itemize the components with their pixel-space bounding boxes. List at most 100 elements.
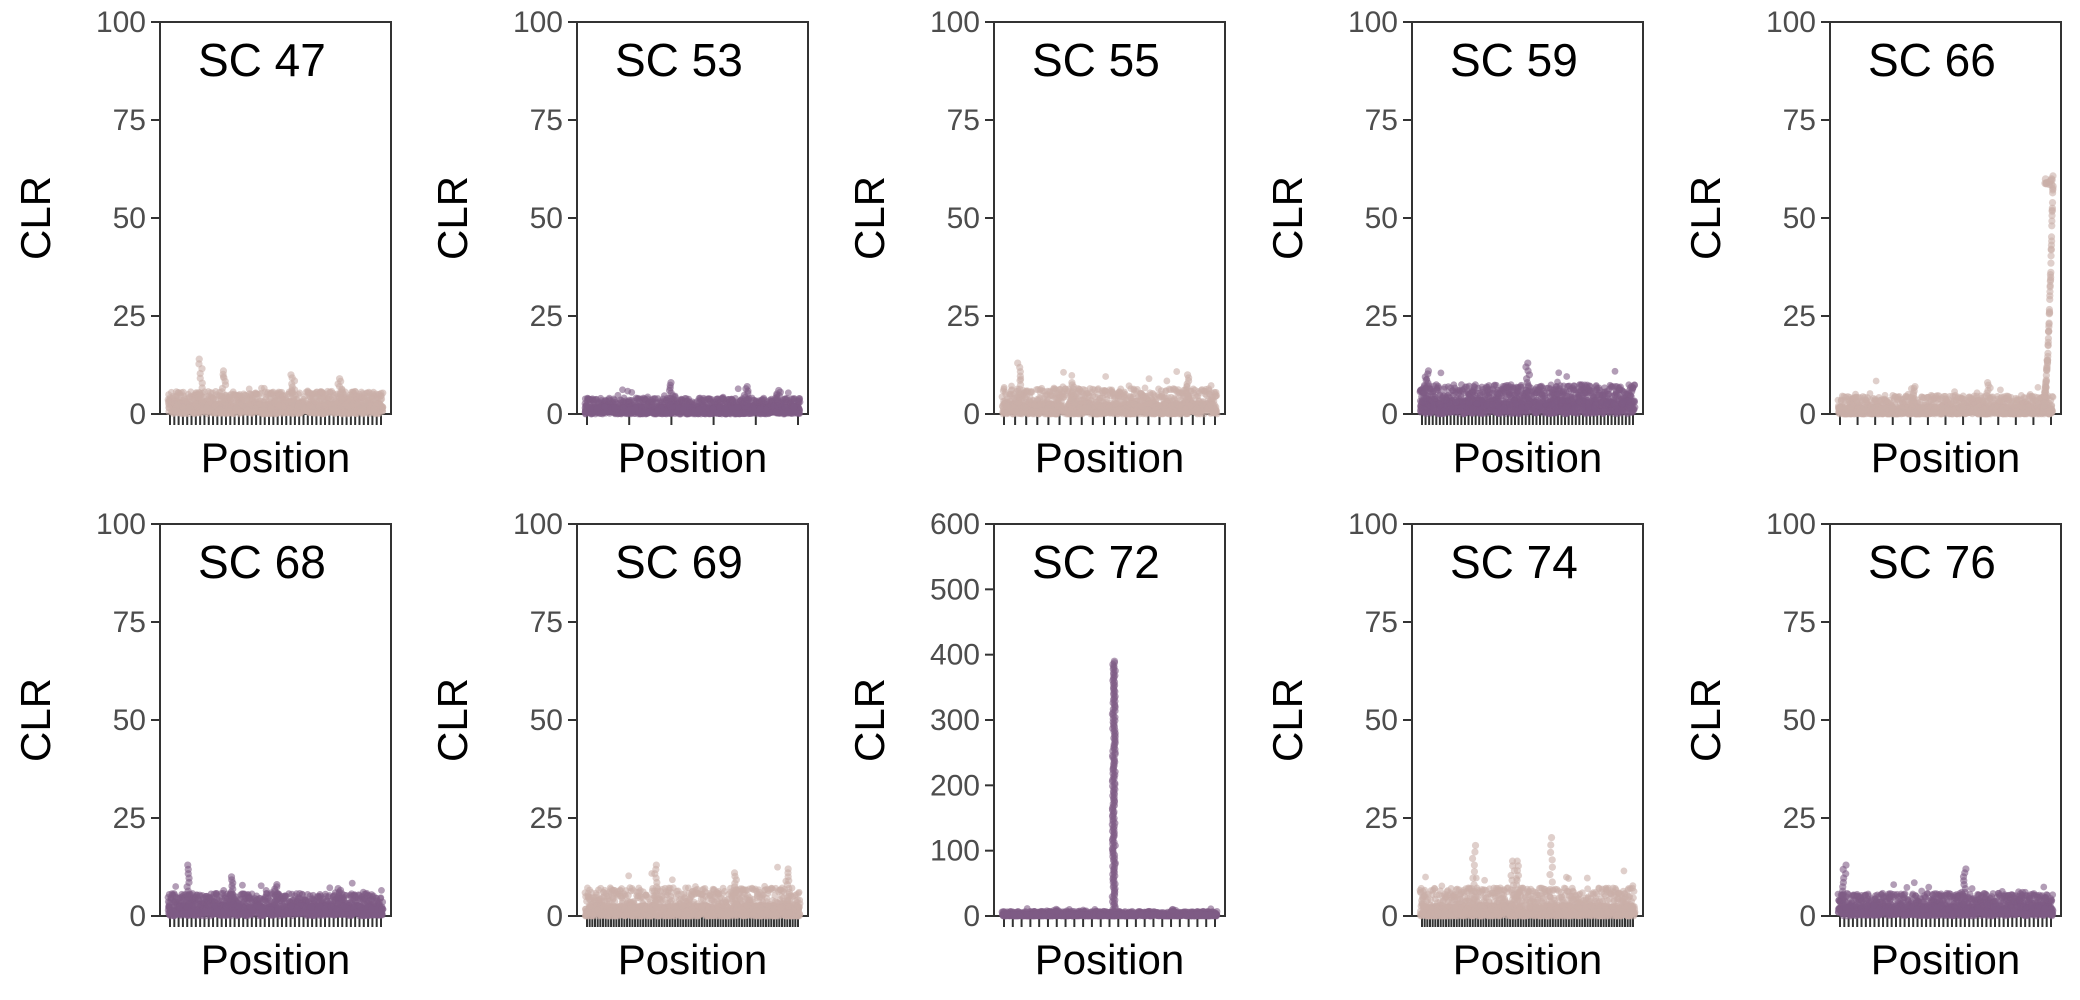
- chart-panel: 0 25 50 75 100 SC 53 Position CLR: [429, 6, 809, 481]
- peak-point: [775, 386, 783, 395]
- data-point: [1013, 410, 1021, 418]
- data-point: [1130, 410, 1137, 418]
- peak-point: [1183, 371, 1192, 379]
- data-point: [1068, 372, 1076, 379]
- data-point: [276, 402, 284, 410]
- y-tick-label: 0: [129, 398, 146, 431]
- y-tick-label: 100: [96, 6, 146, 39]
- data-point: [350, 407, 358, 415]
- data-point: [309, 409, 317, 417]
- data-point: [1112, 400, 1119, 408]
- data-point: [796, 398, 804, 406]
- y-tick-label: 25: [1365, 300, 1398, 333]
- y-axis-title: CLR: [429, 176, 476, 260]
- data-point: [1102, 409, 1109, 417]
- data-point: [1044, 404, 1052, 412]
- data-point: [1209, 408, 1217, 416]
- data-point: [222, 410, 230, 418]
- y-tick-label: 0: [963, 398, 980, 431]
- data-point: [315, 402, 323, 410]
- data-point: [721, 404, 729, 412]
- data-point: [165, 404, 173, 412]
- data-point: [1555, 369, 1563, 377]
- data-point: [790, 403, 798, 411]
- data-points: [1416, 359, 1639, 418]
- data-point: [335, 408, 342, 416]
- data-point: [1097, 403, 1105, 411]
- data-point: [1102, 373, 1110, 380]
- data-point: [709, 405, 717, 413]
- data-point: [1138, 403, 1146, 410]
- data-point: [216, 405, 223, 413]
- data-point: [370, 405, 378, 413]
- y-tick-label: 25: [113, 300, 146, 333]
- peak-point: [287, 371, 295, 379]
- data-point: [1213, 392, 1221, 399]
- data-point: [1031, 401, 1039, 409]
- data-point: [611, 404, 619, 412]
- y-tick-label: 75: [947, 104, 980, 137]
- data-point: [1141, 384, 1149, 392]
- data-point: [1126, 400, 1134, 408]
- peak-point: [1014, 359, 1022, 367]
- data-point: [379, 389, 387, 397]
- data-point: [1021, 404, 1029, 412]
- y-tick-label: 25: [530, 300, 563, 333]
- data-point: [1195, 409, 1203, 417]
- data-points: [164, 355, 387, 418]
- peak-point: [219, 367, 228, 375]
- data-point: [1058, 405, 1066, 413]
- data-point: [203, 404, 211, 412]
- data-points: [581, 379, 804, 418]
- data-point: [1207, 401, 1214, 409]
- data-point: [1169, 409, 1177, 417]
- peak-point: [667, 379, 675, 387]
- data-point: [1207, 382, 1215, 389]
- chart-panel: 0 25 50 75 100 SC 47 Position CLR: [12, 6, 392, 481]
- data-point: [1122, 408, 1129, 416]
- data-point: [628, 388, 636, 396]
- data-point: [377, 402, 385, 410]
- x-axis-title: Position: [618, 434, 767, 481]
- peak-point: [195, 355, 203, 363]
- y-tick-label: 100: [513, 6, 563, 39]
- y-tick-label: 75: [113, 104, 146, 137]
- data-point: [1060, 368, 1067, 376]
- y-tick-label: 50: [947, 202, 980, 235]
- y-axis-title: CLR: [12, 176, 59, 260]
- y-tick-label: 50: [113, 202, 146, 235]
- data-point: [796, 410, 803, 417]
- panel-title: SC 53: [615, 34, 743, 86]
- data-point: [784, 389, 792, 397]
- peak-point: [1068, 379, 1076, 387]
- data-point: [663, 410, 670, 417]
- data-point: [734, 404, 742, 411]
- y-tick-label: 75: [530, 104, 563, 137]
- y-tick-label: 0: [546, 398, 563, 431]
- y-axis-title: CLR: [846, 176, 893, 260]
- panel-title: SC 47: [198, 34, 326, 86]
- data-point: [1173, 368, 1181, 375]
- data-point: [1038, 400, 1046, 408]
- data-point: [654, 407, 662, 414]
- data-point: [756, 405, 764, 412]
- data-point: [230, 410, 238, 418]
- data-point: [606, 409, 614, 417]
- data-point: [1563, 373, 1571, 380]
- x-axis-title: Position: [201, 434, 350, 481]
- data-point: [365, 410, 373, 418]
- peak-point: [743, 382, 751, 391]
- y-tick-label: 75: [1365, 104, 1398, 137]
- data-point: [233, 404, 240, 412]
- data-point: [586, 404, 594, 412]
- y-tick-label: 50: [530, 202, 563, 235]
- data-point: [244, 409, 252, 417]
- y-tick-label: 100: [1348, 6, 1398, 39]
- data-point: [267, 405, 275, 413]
- y-tick-label: 25: [947, 300, 980, 333]
- data-point: [684, 408, 692, 416]
- data-point: [357, 408, 365, 416]
